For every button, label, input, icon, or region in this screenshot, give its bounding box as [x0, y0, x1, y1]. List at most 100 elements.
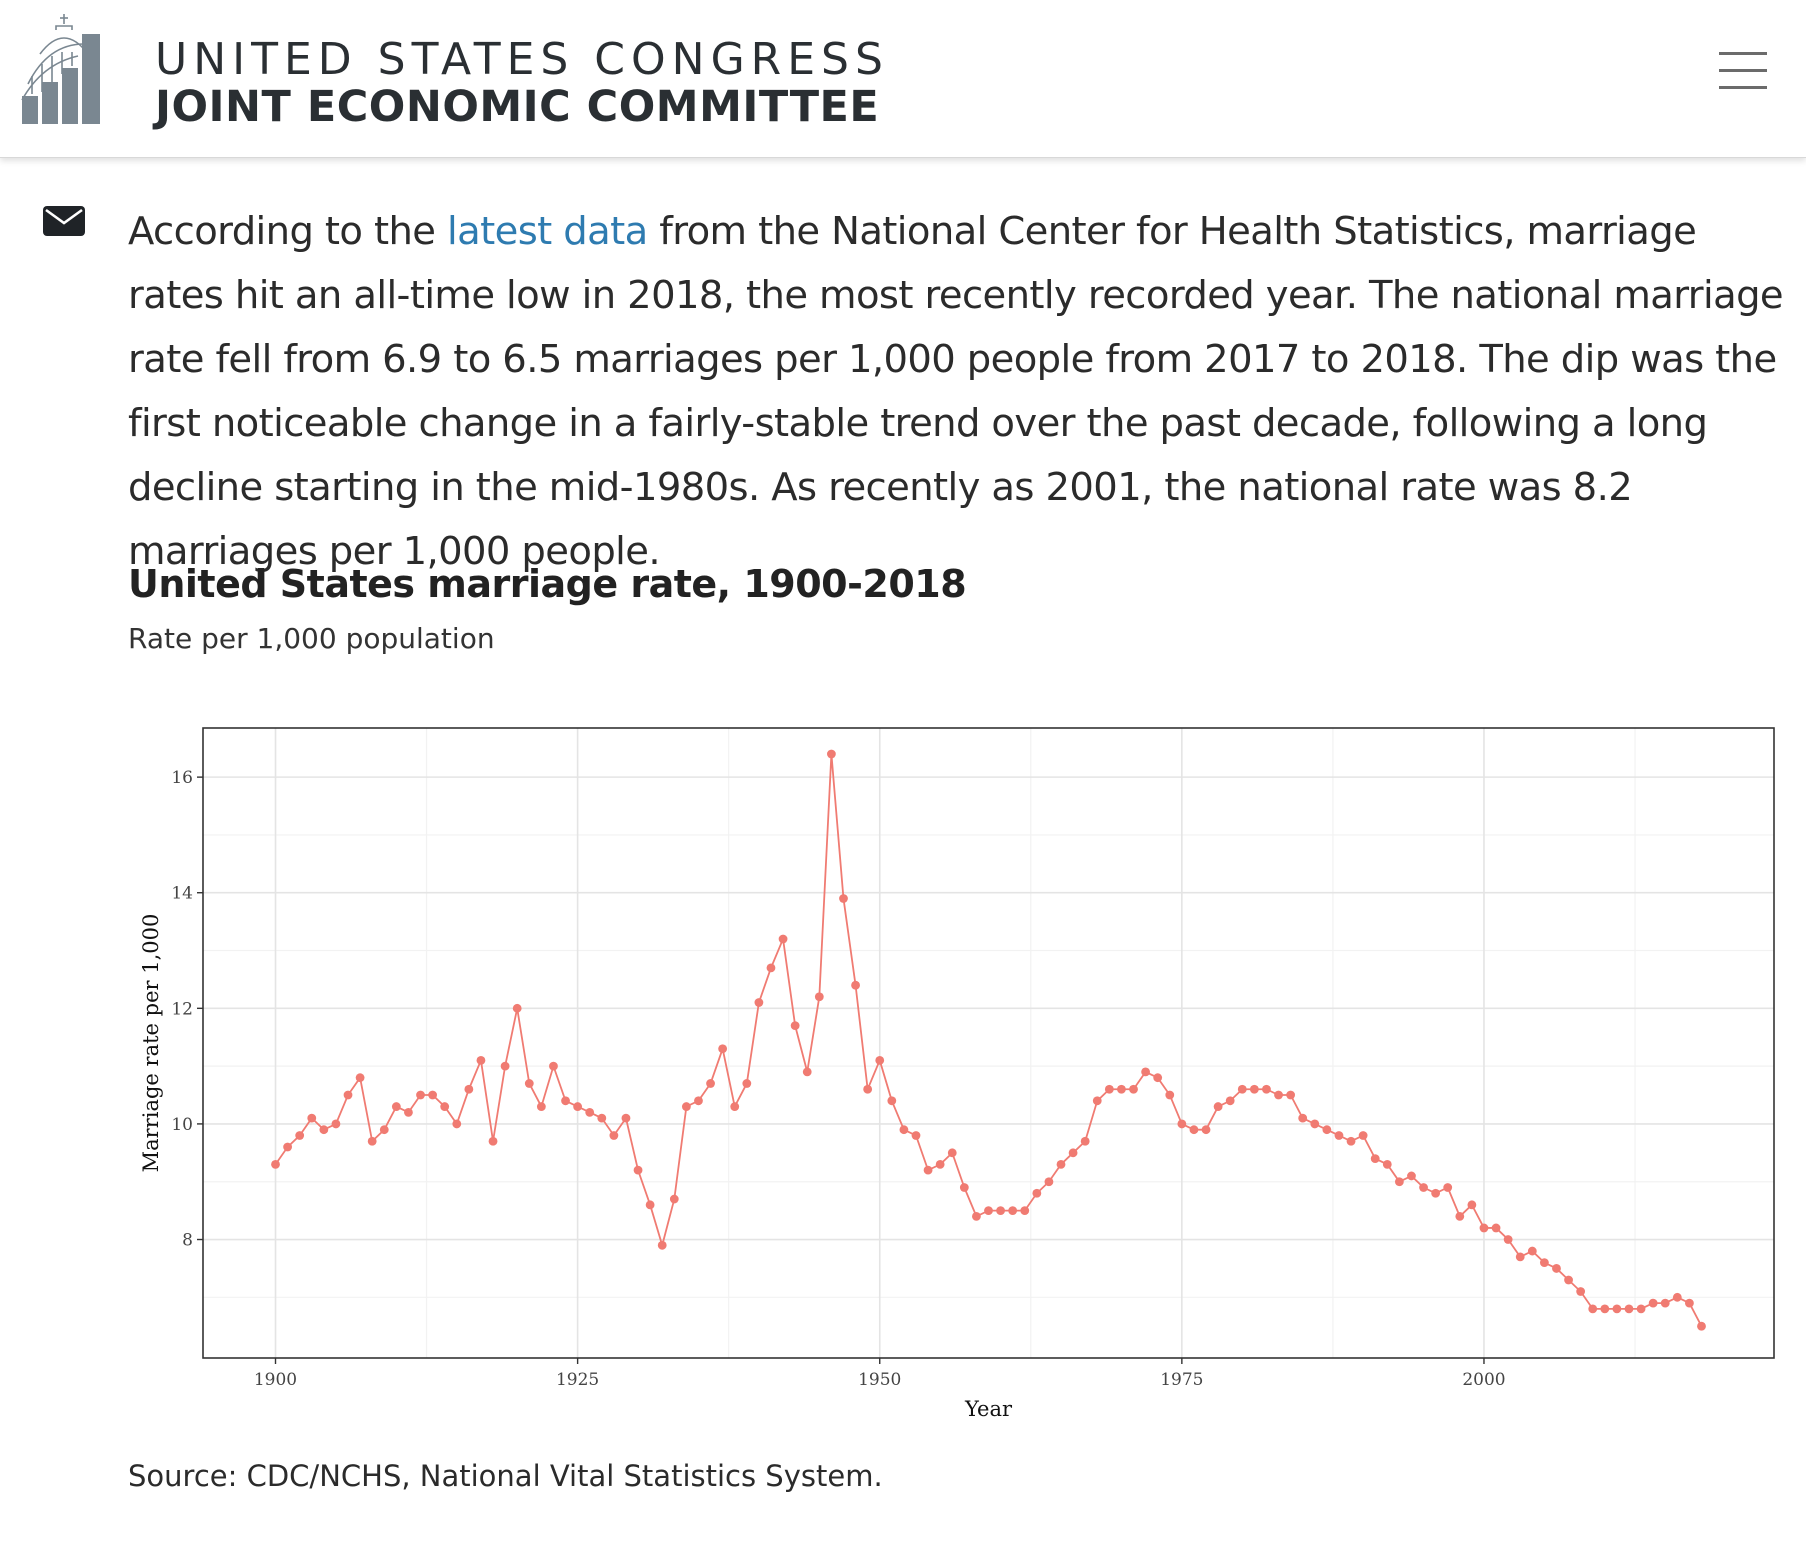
data-point [1286, 1090, 1296, 1100]
data-point [452, 1119, 462, 1129]
hamburger-menu-icon [1719, 52, 1767, 55]
data-point [1322, 1125, 1332, 1135]
capitol-bar-chart-logo-icon[interactable] [18, 14, 118, 130]
data-point [440, 1102, 450, 1111]
y-tick-label: 12 [171, 999, 193, 1019]
data-point [1624, 1304, 1634, 1314]
y-tick-label: 14 [171, 884, 193, 904]
y-tick-label: 8 [182, 1231, 193, 1251]
data-point [428, 1090, 438, 1100]
data-point [1564, 1275, 1573, 1285]
data-point [500, 1061, 510, 1071]
data-point [1020, 1206, 1030, 1216]
data-point [754, 998, 764, 1007]
data-point [1165, 1090, 1175, 1100]
data-point [585, 1107, 595, 1117]
data-point [476, 1055, 486, 1065]
data-point [1153, 1073, 1163, 1083]
data-point [1612, 1304, 1622, 1314]
envelope-icon[interactable] [43, 206, 85, 236]
latest-data-link[interactable]: latest data [447, 209, 648, 254]
data-point [1068, 1148, 1078, 1158]
data-point [996, 1206, 1005, 1216]
x-tick-label: 1925 [556, 1370, 599, 1390]
data-point [1298, 1113, 1308, 1123]
data-point [1249, 1084, 1259, 1094]
data-point [1237, 1084, 1247, 1094]
y-tick-label: 16 [171, 768, 193, 788]
data-point [621, 1113, 631, 1123]
data-point [597, 1113, 607, 1123]
data-point [911, 1131, 921, 1140]
data-point [391, 1102, 401, 1111]
data-point [1636, 1304, 1646, 1314]
paragraph-text-end: from the National Center for Health Stat… [128, 209, 1784, 574]
data-point [802, 1067, 812, 1077]
data-point [1346, 1136, 1356, 1146]
x-tick-label: 2000 [1462, 1370, 1505, 1390]
data-point [1141, 1067, 1150, 1077]
data-point [1225, 1096, 1235, 1106]
data-point [1370, 1154, 1380, 1163]
data-point [379, 1125, 389, 1135]
data-point [742, 1079, 752, 1088]
data-point [343, 1090, 353, 1100]
data-point [1552, 1264, 1561, 1273]
data-point [573, 1102, 583, 1111]
hamburger-menu-button[interactable] [1719, 50, 1769, 90]
data-point [863, 1084, 873, 1094]
data-point [1129, 1084, 1138, 1094]
data-point [561, 1096, 570, 1106]
data-point [1092, 1096, 1102, 1106]
site-title-line1[interactable]: UNITED STATES CONGRESS [155, 34, 889, 85]
data-point [1419, 1183, 1428, 1192]
data-point [404, 1107, 413, 1117]
data-point [1032, 1188, 1042, 1198]
data-point [549, 1061, 558, 1071]
data-point [1491, 1223, 1501, 1233]
data-point [730, 1102, 740, 1111]
paragraph-text-start: According to the [128, 209, 448, 254]
data-point [1262, 1084, 1271, 1094]
chart-title: United States marriage rate, 1900-2018 [128, 562, 967, 606]
data-point [947, 1148, 957, 1158]
data-point [959, 1183, 969, 1192]
data-point [1117, 1084, 1126, 1094]
site-header: UNITED STATES CONGRESS JOINT ECONOMIC CO… [0, 0, 1806, 158]
data-point [633, 1165, 643, 1175]
hamburger-menu-icon-line [1719, 86, 1767, 89]
data-point [972, 1211, 981, 1221]
data-point [875, 1055, 885, 1065]
data-point [1310, 1119, 1320, 1129]
data-point [839, 894, 848, 903]
data-point [1539, 1258, 1549, 1268]
data-point [1177, 1119, 1187, 1129]
data-point [1672, 1292, 1682, 1302]
data-point [814, 992, 824, 1002]
y-axis-title: Marriage rate per 1,000 [139, 914, 163, 1173]
data-point [536, 1102, 546, 1111]
data-point [1382, 1159, 1392, 1169]
data-point [645, 1200, 655, 1210]
y-tick-label: 10 [171, 1115, 193, 1135]
data-point [416, 1090, 425, 1100]
data-point [367, 1136, 377, 1146]
x-axis-title: Year [964, 1397, 1013, 1421]
data-point [1697, 1321, 1706, 1331]
data-point [1527, 1246, 1537, 1256]
data-point [1056, 1159, 1066, 1169]
data-point [1431, 1188, 1441, 1198]
site-title-line2[interactable]: JOINT ECONOMIC COMMITTEE [155, 82, 880, 132]
data-point [1576, 1287, 1586, 1296]
x-tick-label: 1900 [254, 1370, 297, 1390]
data-point [984, 1206, 993, 1216]
data-point [331, 1119, 341, 1129]
hamburger-menu-icon-line [1719, 69, 1767, 72]
data-point [669, 1194, 679, 1204]
source-note: Source: CDC/NCHS, National Vital Statist… [128, 1459, 883, 1493]
data-point [1189, 1125, 1199, 1135]
data-point [1467, 1200, 1477, 1210]
data-point [1008, 1206, 1018, 1216]
data-point [778, 934, 788, 944]
data-point [899, 1125, 909, 1135]
